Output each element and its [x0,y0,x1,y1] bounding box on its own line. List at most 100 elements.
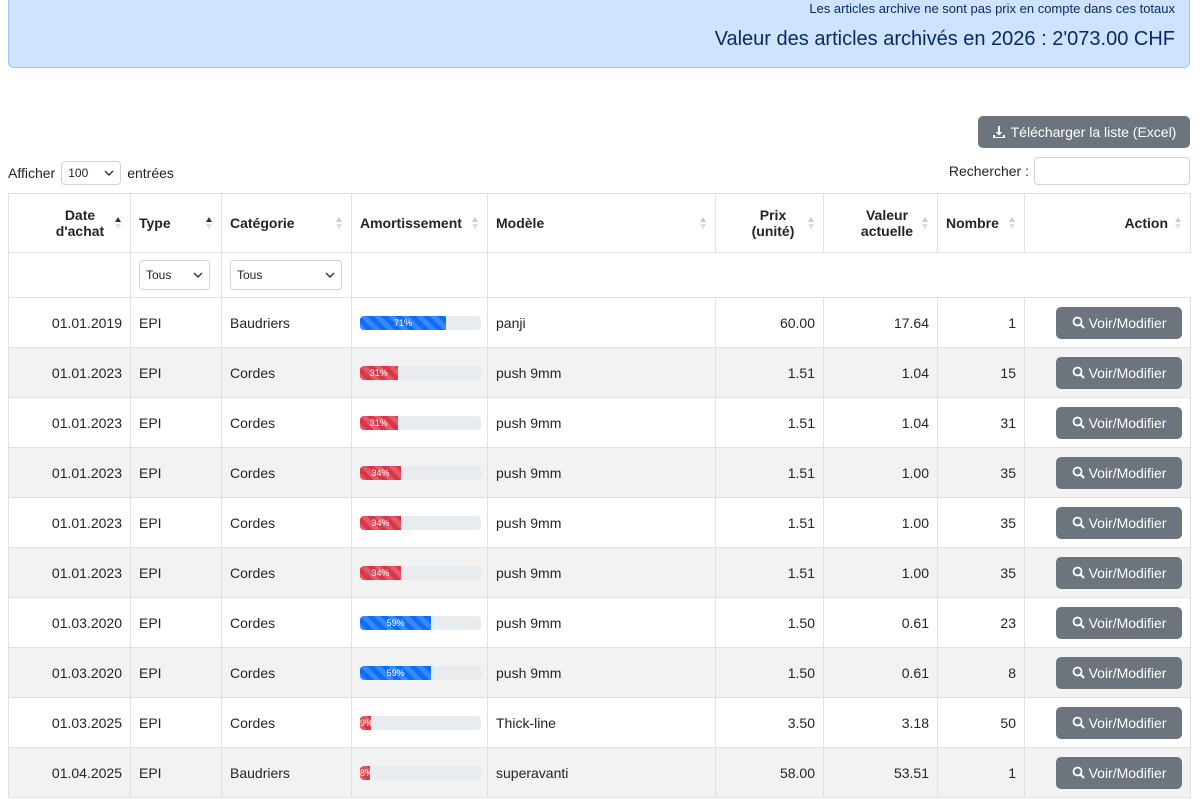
column-header[interactable]: Catégorie [221,193,352,253]
column-header[interactable]: Prix (unité) [715,193,824,253]
edit-button[interactable]: Voir/Modifier [1056,706,1182,739]
action-cell: Voir/Modifier [1024,547,1191,598]
sort-icon[interactable] [1174,216,1182,230]
cell-text: Cordes [230,564,276,581]
cell: 23 [937,597,1025,648]
column-header[interactable]: Action [1024,193,1191,253]
filter-select[interactable]: Tous [230,260,342,290]
edit-button[interactable]: Voir/Modifier [1056,356,1182,389]
cell: 1.04 [823,347,938,398]
filter-cell [1024,252,1191,298]
edit-button[interactable]: Voir/Modifier [1056,656,1182,689]
action-cell: Voir/Modifier [1024,597,1191,648]
cell: 0.61 [823,647,938,698]
cell: 01.04.2025 [8,747,131,798]
sort-icon[interactable] [205,216,213,230]
edit-button[interactable]: Voir/Modifier [1056,506,1182,539]
data-row: 01.03.2020 EPI Cordes 59% push 9mm 1.50 0.61 23… [8,597,1191,648]
filter-row: Tous Tous [8,252,1191,298]
edit-label: Voir/Modifier [1088,614,1167,631]
progress-bar: 34% [360,515,481,530]
sort-icon[interactable] [921,216,929,230]
progress-fill: 31% [360,415,398,430]
sort-icon[interactable] [807,216,815,230]
column-header[interactable]: Nombre [937,193,1025,253]
column-header[interactable]: Amortissement [351,193,488,253]
header-row: Date d'achat Type Catégorie Amortissement Mo… [8,193,1191,253]
cell-text: 17.64 [893,314,929,331]
cell-text: push 9mm [496,464,562,481]
cell: Cordes [221,347,352,398]
cell: 50 [937,697,1025,748]
action-cell: Voir/Modifier [1024,497,1191,548]
cell: 31 [937,397,1025,448]
search-icon [1072,716,1085,729]
edit-button[interactable]: Voir/Modifier [1056,406,1182,439]
cell-text: 35 [1000,464,1016,481]
cell-text: 53.51 [893,764,929,781]
cell: push 9mm [487,547,716,598]
cell: push 9mm [487,447,716,498]
column-header[interactable]: Valeur actuelle [823,193,938,253]
edit-button[interactable]: Voir/Modifier [1056,606,1182,639]
cell-text: push 9mm [496,664,562,681]
cell: EPI [130,747,222,798]
cell-text: 01.01.2023 [51,564,122,581]
cell-text: 58.00 [779,764,815,781]
cell: 31% [351,397,488,448]
length-after: entrées [127,165,174,181]
cell: 34% [351,447,488,498]
sort-icon[interactable] [471,216,479,230]
cell-text: 3.50 [787,714,815,731]
cell-text: 3.18 [901,714,929,731]
action-cell: Voir/Modifier [1024,697,1191,748]
sort-icon[interactable] [114,216,122,230]
cell: EPI [130,647,222,698]
cell: 01.01.2023 [8,397,131,448]
cell-text: Cordes [230,414,276,431]
filter-cell [823,252,938,298]
progress-bar: 8% [360,765,481,780]
column-title: Prix (unité) [751,207,795,239]
cell: 01.03.2020 [8,597,131,648]
cell: Cordes [221,597,352,648]
column-header[interactable]: Modèle [487,193,716,253]
cell: 71% [351,297,488,348]
column-title: Valeur actuelle [860,207,914,239]
edit-button[interactable]: Voir/Modifier [1056,756,1182,789]
length-before: Afficher [8,165,56,181]
cell: 01.01.2023 [8,447,131,498]
column-title: Amortissement [360,215,462,231]
progress-bar: 59% [360,615,481,630]
length-select[interactable]: 100 [61,161,122,185]
cell-text: 01.04.2025 [51,764,122,781]
edit-button[interactable]: Voir/Modifier [1056,456,1182,489]
cell-text: 01.03.2025 [51,714,122,731]
table-body: Tous Tous 01.01.2019 EPI Baudriers 71% panji 60… [8,252,1191,798]
sort-icon[interactable] [1008,216,1016,230]
cell: 31% [351,347,488,398]
column-header[interactable]: Date d'achat [8,193,131,253]
cell-text: superavanti [496,764,569,781]
column-header[interactable]: Type [130,193,222,253]
cell: 1.00 [823,447,938,498]
search-input[interactable] [1034,157,1190,185]
cell: 1.00 [823,547,938,598]
cell: 8% [351,747,488,798]
cell-text: Baudriers [230,764,290,781]
edit-button[interactable]: Voir/Modifier [1056,556,1182,589]
filter-select[interactable]: Tous [139,260,210,290]
edit-button[interactable]: Voir/Modifier [1056,306,1182,339]
download-button[interactable]: Télécharger la liste (Excel) [978,116,1190,148]
filter-cell [487,252,716,298]
cell: push 9mm [487,397,716,448]
sort-icon[interactable] [335,216,343,230]
caret [193,272,203,278]
cell-text: push 9mm [496,564,562,581]
cell: push 9mm [487,347,716,398]
cell: Cordes [221,397,352,448]
progress-bar: 9% [360,715,481,730]
sort-icon[interactable] [699,216,707,230]
search-label: Rechercher : [948,163,1029,179]
